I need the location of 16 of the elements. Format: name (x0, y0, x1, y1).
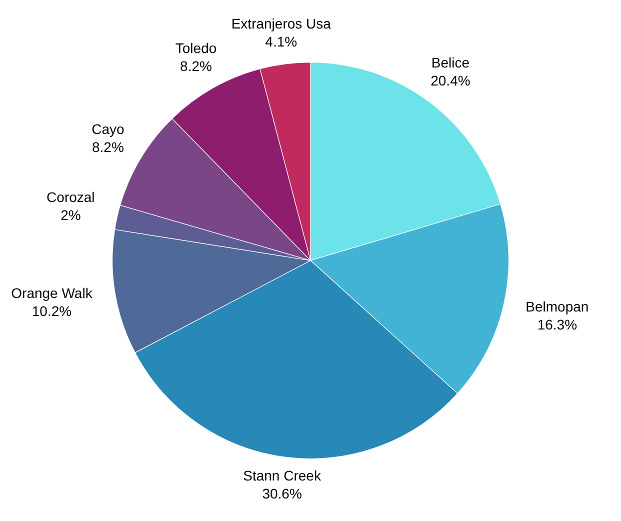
data-label: 8.2% (180, 58, 212, 74)
data-label: 8.2% (92, 138, 124, 155)
slice-label: Cayo (92, 120, 124, 137)
slice-label: Extranjeros Usa (231, 16, 332, 32)
slice-label: Belmopan (526, 298, 589, 314)
data-label: 16.3% (537, 316, 578, 332)
data-label: 20.4% (430, 72, 470, 89)
data-label: 30.6% (262, 486, 302, 502)
data-label: 10.2% (32, 303, 72, 320)
slice-label: Orange Walk (11, 285, 94, 302)
data-label: 4.1% (265, 34, 298, 50)
data-label: 2% (60, 206, 81, 223)
slice-label: Corozal (46, 188, 95, 205)
slice-label: Stann Creek (243, 468, 322, 484)
slice-label: Toledo (175, 40, 217, 56)
slice-label: Belice (431, 54, 470, 71)
